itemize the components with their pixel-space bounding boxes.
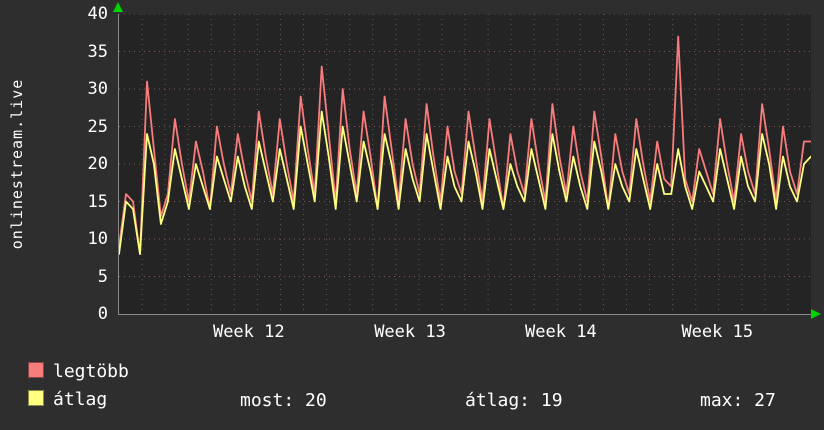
x-tick-label: Week 12 (212, 322, 285, 342)
plot-svg (119, 14, 811, 314)
y-tick-label: 5 (97, 266, 108, 287)
y-tick-label: 35 (87, 41, 108, 62)
legend-row-atlag: átlag (28, 389, 107, 411)
legend-swatch-atlag-icon (28, 390, 44, 406)
y-tick-label: 30 (87, 79, 108, 99)
plot-area (118, 14, 811, 315)
y-tick-label: 10 (87, 229, 108, 249)
x-axis-arrow-icon (811, 309, 821, 319)
stat-most: most: 20 (240, 390, 327, 411)
y-tick-label: 25 (87, 116, 108, 137)
legend-row-legtobb: legtöbb (28, 361, 129, 383)
legend-label-legtobb: legtöbb (53, 361, 129, 382)
stat-max: max: 27 (700, 390, 776, 411)
x-tick-label: Week 14 (525, 322, 597, 342)
y-axis-arrow-icon (113, 2, 123, 12)
y-tick-label: 15 (87, 191, 108, 212)
y-tick-label: 20 (87, 154, 108, 174)
legend-swatch-legtobb-icon (28, 362, 44, 378)
y-tick-label: 0 (97, 304, 108, 324)
y-tick-label: 40 (87, 4, 108, 24)
x-tick-label: Week 13 (374, 322, 446, 342)
legend-label-atlag: átlag (53, 389, 108, 410)
x-tick-label: Week 15 (681, 322, 754, 342)
stat-atlag: átlag: 19 (465, 390, 563, 411)
